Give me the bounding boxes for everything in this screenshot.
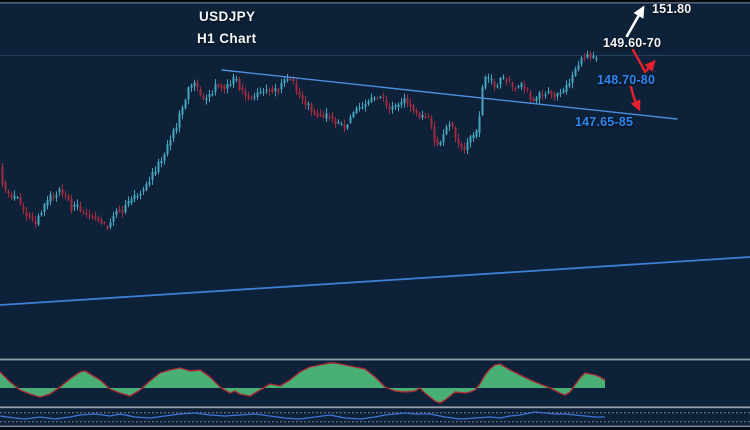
chart-symbol-title: USDJPY	[199, 9, 256, 24]
signal-line	[0, 411, 605, 420]
deeper-drop-arrow	[629, 85, 641, 112]
price-label-support-zone-1: 148.70-80	[597, 73, 656, 87]
price-label-resistance-zone: 149.60-70	[603, 36, 662, 50]
chart-timeframe-title: H1 Chart	[197, 31, 257, 46]
ascending-support	[0, 256, 750, 306]
panel-separator	[0, 425, 750, 427]
bullish-breakout-arrow	[625, 5, 645, 38]
panel-separator	[0, 358, 750, 361]
pullback-bounce-arrow	[631, 48, 656, 74]
oscillator-signal-line	[0, 362, 606, 404]
candlestick-series	[1, 50, 598, 231]
price-label-support-zone-2: 147.65-85	[575, 115, 634, 129]
descending-resistance	[221, 69, 678, 120]
price-label-upside-target: 151.80	[652, 2, 692, 16]
panel-separator	[0, 406, 750, 409]
